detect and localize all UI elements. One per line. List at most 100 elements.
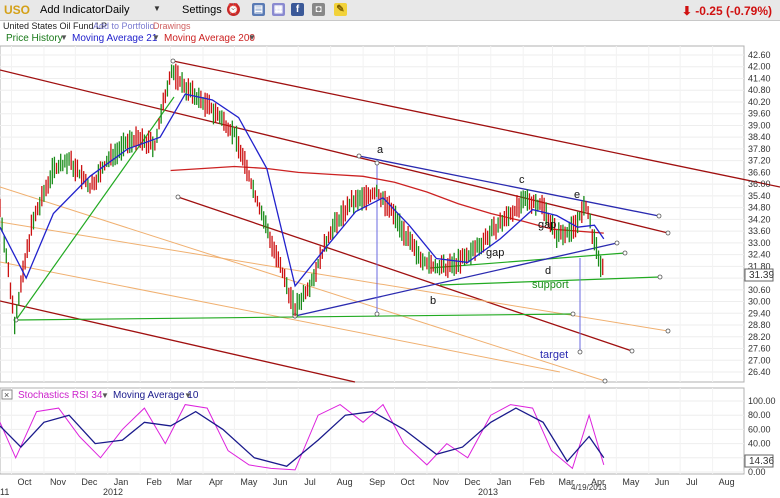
drawing-blue-lower-line xyxy=(294,242,618,317)
drawings-link[interactable]: Drawings xyxy=(153,21,191,31)
date-marker-label: 4/19/2013 xyxy=(571,483,607,492)
drawing-lower-channel-line xyxy=(0,300,356,383)
y-tick-label: 30.00 xyxy=(748,297,771,307)
annotation-d: d xyxy=(545,265,551,277)
annotation-gap-2: gap xyxy=(486,247,504,259)
share-icon[interactable]: ▦ xyxy=(272,3,285,16)
annotation-a: a xyxy=(377,144,384,156)
x-tick-label: Jul xyxy=(686,477,698,487)
x-tick-label: Nov xyxy=(433,477,450,487)
last-stoch-label: 14.36 xyxy=(749,456,774,467)
stoch-y-tick-label: 40.00 xyxy=(748,439,771,449)
x-tick-label: Feb xyxy=(146,477,162,487)
stoch-y-tick-label: 0.00 xyxy=(748,467,766,477)
x-tick-label: Apr xyxy=(209,477,223,487)
price-bars xyxy=(0,63,604,335)
x-tick-label: Jan xyxy=(114,477,129,487)
x-tick-label: Mar xyxy=(177,477,193,487)
y-tick-label: 31.80 xyxy=(748,261,771,271)
y-tick-label: 36.00 xyxy=(748,179,771,189)
close-pane-button[interactable] xyxy=(1,389,13,400)
legend-moving-average-200[interactable]: Moving Average 200 xyxy=(164,33,255,44)
subtitle-bar: United States Oil Fund LP Add to Portfol… xyxy=(0,20,780,32)
y-tick-label: 40.80 xyxy=(748,85,771,95)
y-tick-label: 30.60 xyxy=(748,285,771,295)
y-tick-label: 28.20 xyxy=(748,332,771,342)
y-tick-label: 32.40 xyxy=(748,250,771,260)
close-icon[interactable]: × xyxy=(4,390,9,400)
stochastic-grid xyxy=(0,388,744,474)
x-tick-label: Feb xyxy=(529,477,545,487)
camera-icon[interactable]: ◘ xyxy=(312,3,325,16)
x-tick-label: Jul xyxy=(304,477,316,487)
add-to-portfolio-link[interactable]: Add to Portfolio xyxy=(93,21,155,31)
price-legend: Price History ▼ Moving Average 21 ▼ Movi… xyxy=(0,32,780,45)
legend-chevron-icon[interactable]: ▼ xyxy=(60,33,68,42)
period-dropdown[interactable]: Daily xyxy=(105,4,130,16)
x-tick-label: Oct xyxy=(400,477,415,487)
facebook-icon[interactable]: f xyxy=(291,3,304,16)
y-tick-label: 35.40 xyxy=(748,191,771,201)
y-tick-label: 27.00 xyxy=(748,355,771,365)
legend-moving-average-21[interactable]: Moving Average 21 xyxy=(72,33,158,44)
add-indicator-button[interactable]: Add Indicator xyxy=(40,4,105,16)
legend-stochastics-rsi-34[interactable]: Stochastics RSI 34 xyxy=(18,390,103,401)
drawing-channel-line-2 xyxy=(0,69,669,234)
note-icon[interactable]: ✎ xyxy=(334,3,347,16)
price-change-value: -0.25 (-0.79%) xyxy=(695,4,772,18)
y-tick-label: 33.00 xyxy=(748,238,771,248)
year-label-2012: 2012 xyxy=(103,487,123,497)
x-tick-label: Apr xyxy=(591,477,605,487)
y-tick-label: 29.40 xyxy=(748,308,771,318)
y-tick-label: 39.00 xyxy=(748,120,771,130)
x-tick-label: Oct xyxy=(18,477,33,487)
drawing-channel-line-3 xyxy=(177,196,633,352)
x-axis: Oct Nov Dec Jan Feb Mar Apr May Jun Jul Aug Sep Oct N… xyxy=(18,477,735,487)
last-stoch-box xyxy=(744,454,774,468)
legend-chevron-icon[interactable]: ▼ xyxy=(152,33,160,42)
x-tick-label: Jun xyxy=(655,477,670,487)
x-tick-label: May xyxy=(622,477,640,487)
document-icon[interactable]: ▤ xyxy=(252,3,265,16)
x-tick-label: Sep xyxy=(369,477,385,487)
annotation-c: c xyxy=(519,174,525,186)
x-tick-label: Nov xyxy=(50,477,67,487)
legend-chevron-icon[interactable]: ▼ xyxy=(184,391,192,400)
year-label-2011: 11 xyxy=(0,487,9,497)
instrument-name: United States Oil Fund LP xyxy=(3,21,108,31)
legend-price-history[interactable]: Price History xyxy=(6,33,63,44)
y-tick-label: 40.20 xyxy=(748,97,771,107)
legend-chevron-icon[interactable]: ▼ xyxy=(248,33,256,42)
toolbar: USO Add Indicator Daily ▼ Settings ⏰ ▤ ▦… xyxy=(0,0,780,21)
y-tick-label: 28.80 xyxy=(748,320,771,330)
x-tick-label: Aug xyxy=(719,477,735,487)
legend-chevron-icon[interactable]: ▼ xyxy=(101,391,109,400)
settings-button[interactable]: Settings xyxy=(182,4,222,16)
drawing-orange-line-2 xyxy=(0,221,669,332)
year-label-2013: 2013 xyxy=(478,487,498,497)
stoch-y-tick-label: 60.00 xyxy=(748,424,771,434)
annotation-b: b xyxy=(430,295,436,307)
annotation-gap-1: gap xyxy=(538,219,556,231)
stoch-y-tick-label: 80.00 xyxy=(748,410,771,420)
drawing-support-line xyxy=(439,276,661,286)
y-tick-label: 37.80 xyxy=(748,144,771,154)
legend-moving-average-10[interactable]: Moving Average 10 xyxy=(113,390,199,401)
y-tick-label: 36.60 xyxy=(748,167,771,177)
symbol-label[interactable]: USO xyxy=(4,3,31,17)
stoch-y-tick-label: 100.00 xyxy=(748,396,776,406)
price-plot-frame xyxy=(0,45,745,383)
y-tick-label: 37.20 xyxy=(748,156,771,166)
y-tick-label: 34.80 xyxy=(748,203,771,213)
y-tick-label: 42.00 xyxy=(748,62,771,72)
alarm-clock-icon[interactable]: ⏰ xyxy=(227,3,240,16)
period-chevron-down-icon[interactable]: ▼ xyxy=(153,4,161,13)
y-tick-label: 38.40 xyxy=(748,132,771,142)
stochastics-rsi-line xyxy=(0,403,605,471)
y-tick-label: 34.20 xyxy=(748,214,771,224)
drawing-blue-upper-line xyxy=(358,155,660,217)
stochastics-ma10-line xyxy=(0,407,605,468)
price-change: ⬇ -0.25 (-0.79%) xyxy=(682,4,772,18)
